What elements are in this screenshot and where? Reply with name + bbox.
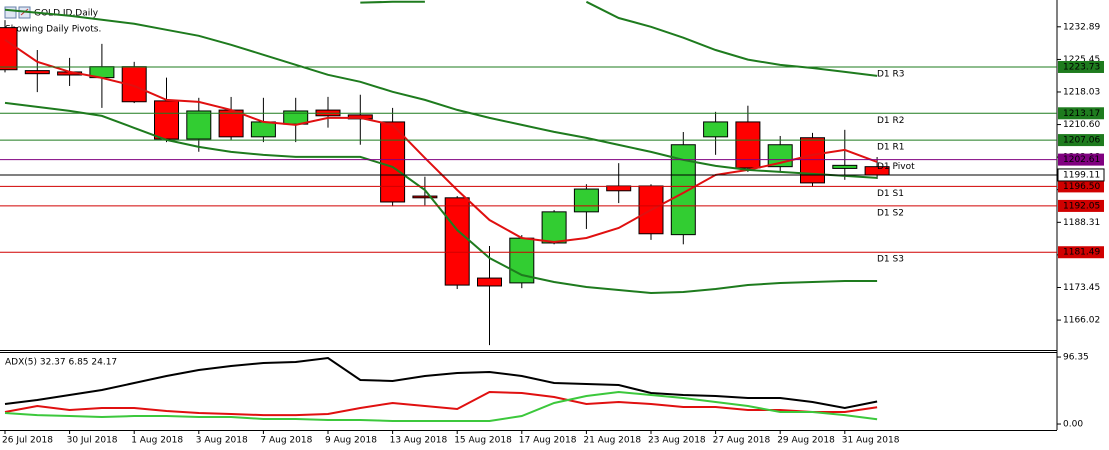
x-tick-label: 21 Aug 2018: [583, 436, 641, 446]
pivot-price-label: 1207.06: [1063, 136, 1100, 146]
indicator-line: [4, 390, 878, 417]
pivot-price-box: [1058, 107, 1104, 120]
x-tick-label: 31 Aug 2018: [842, 436, 900, 446]
x-tick-label: 7 Aug 2018: [260, 436, 312, 446]
candle-body: [477, 277, 502, 287]
x-tick-label: 13 Aug 2018: [390, 436, 448, 446]
indicator-title: ADX(5) 32.37 6.85 24.17: [5, 358, 117, 368]
y-tick-label: 1173.45: [1063, 283, 1100, 293]
y-tick-label: 1232.89: [1063, 22, 1100, 32]
chart-subtitle: Showing Daily Pivots.: [5, 25, 101, 35]
pivot-name: D1 S1: [877, 189, 904, 199]
candle-body: [154, 100, 179, 140]
x-tick-label: 27 Aug 2018: [713, 436, 771, 446]
pivot-price-label: 1213.17: [1063, 109, 1100, 119]
x-tick-label: 15 Aug 2018: [454, 436, 512, 446]
pivot-name: D1 R2: [877, 116, 905, 126]
axes: 1232.891225.451218.031210.601203.181195.…: [2, 22, 1105, 446]
candle-body: [444, 197, 470, 286]
candle-body: [380, 121, 406, 203]
candle-body: [800, 137, 825, 184]
pivot-name: D1 Pivot: [877, 162, 915, 172]
last-price-label: 1199.11: [1063, 170, 1100, 180]
x-tick-label: 17 Aug 2018: [519, 436, 577, 446]
overlay-line: [4, 101, 878, 295]
icon: [4, 6, 17, 19]
overlay-line: [4, 38, 878, 244]
candle-body: [703, 121, 729, 138]
y-tick-label: 96.35: [1063, 353, 1089, 363]
indicator-line: [4, 390, 878, 422]
pivot-name: D1 S3: [877, 255, 904, 265]
candle-body: [573, 188, 599, 213]
indicator-plot: [4, 356, 878, 422]
y-tick-label: 1166.02: [1063, 316, 1100, 326]
pivot-price-box: [1058, 180, 1104, 193]
pivot-name: D1 R1: [877, 143, 905, 153]
last-price-box: [1057, 168, 1105, 182]
main-plot: D1 R3 D1 R2 D1 R1 D1 Pivot D1 S1 D1 S2 D1 S3: [0, 0, 1057, 346]
candle-body: [735, 121, 761, 169]
y-tick-label: 1210.60: [1063, 120, 1100, 130]
x-tick-label: 26 Jul 2018: [2, 436, 53, 446]
pivot-price-box: [1058, 134, 1104, 147]
candle-body: [0, 27, 18, 71]
candle-body: [186, 110, 212, 140]
candle-body: [832, 164, 858, 169]
x-tick-label: 30 Jul 2018: [67, 436, 118, 446]
pivot-price-box: [1058, 60, 1104, 73]
candle-body: [218, 109, 244, 138]
pivot-name: D1 R3: [877, 69, 905, 79]
pivot-price-label: 1181.49: [1063, 248, 1100, 258]
y-tick-label: 1225.45: [1063, 55, 1100, 65]
overlay-line: [360, 0, 878, 77]
candle-body: [412, 195, 438, 199]
pivot-price-label: 1202.61: [1063, 155, 1100, 165]
x-tick-label: 23 Aug 2018: [648, 436, 706, 446]
pivot-name: D1 S2: [877, 208, 904, 218]
pivot-price-box: [1058, 246, 1104, 259]
x-tick-label: 9 Aug 2018: [325, 436, 377, 446]
candle-body: [24, 70, 50, 75]
x-tick-label: 29 Aug 2018: [777, 436, 835, 446]
candle-body: [541, 211, 567, 244]
pivot-price-box: [1058, 153, 1104, 166]
x-tick-label: 3 Aug 2018: [196, 436, 248, 446]
overlay-line: [4, 8, 878, 179]
x-tick-label: 1 Aug 2018: [131, 436, 183, 446]
pivot-price-label: 1196.50: [1063, 182, 1100, 192]
y-tick-label: 0.00: [1063, 420, 1083, 430]
pivot-price-box: [1058, 199, 1104, 212]
chart-title: GOLD.ID,Daily: [34, 9, 99, 19]
y-tick-label: 1218.03: [1063, 87, 1100, 97]
y-tick-label: 1188.31: [1063, 218, 1100, 228]
pivot-price-label: 1223.73: [1063, 62, 1100, 72]
pivot-price-label: 1192.05: [1063, 201, 1100, 211]
indicator-line: [4, 356, 878, 410]
candle-body: [250, 121, 276, 138]
